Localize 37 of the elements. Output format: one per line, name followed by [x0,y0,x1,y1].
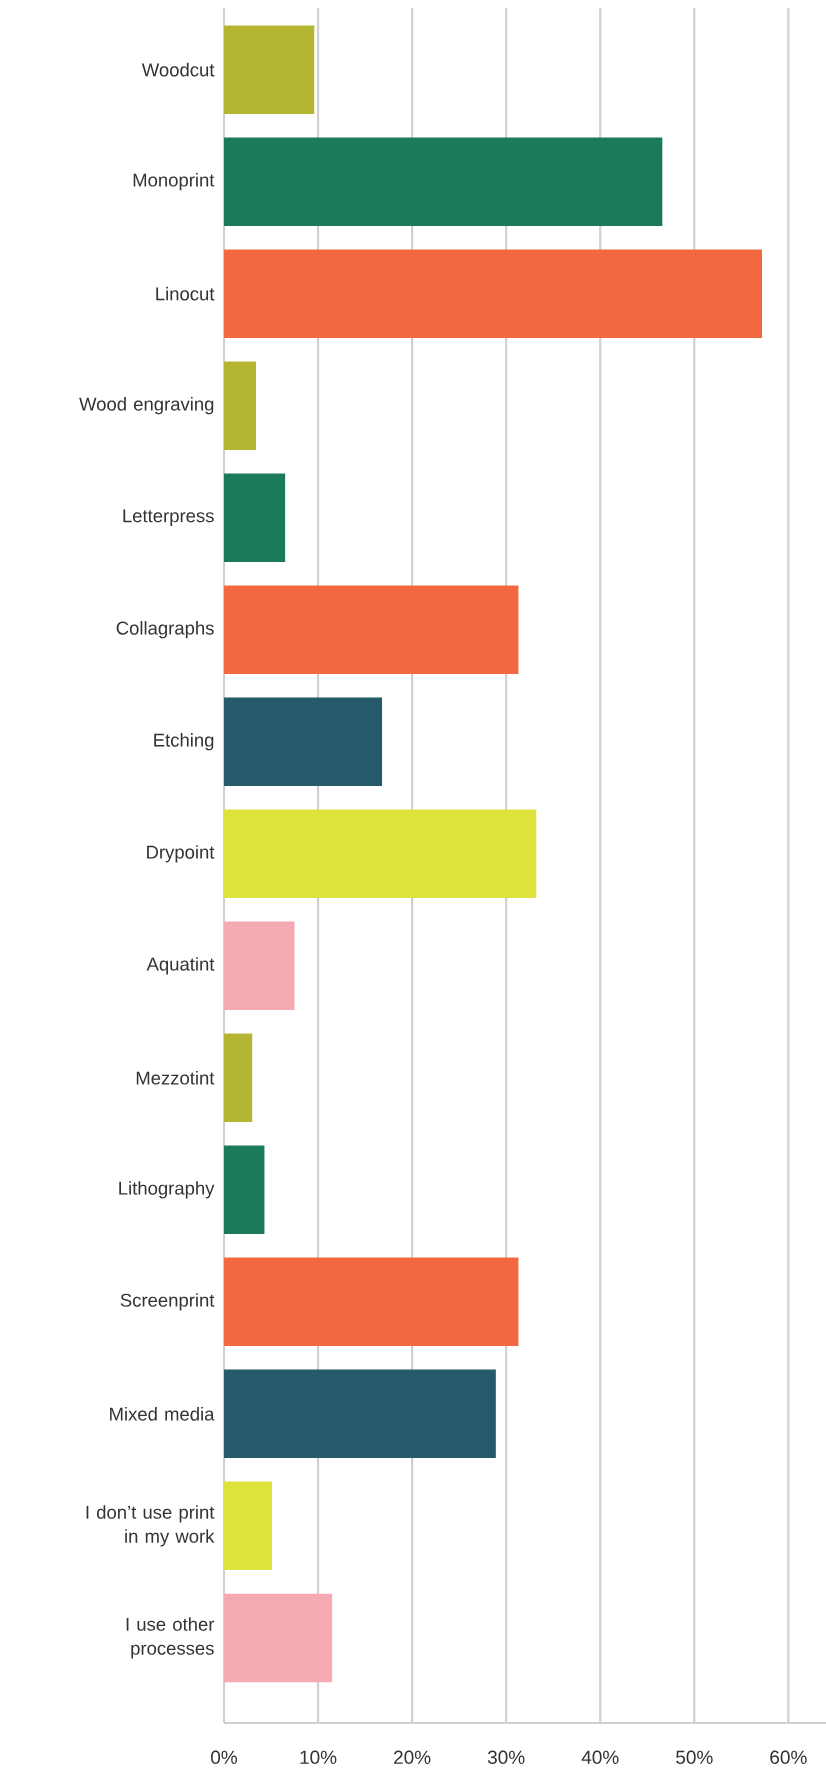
y-tick-label: Collagraphs [116,621,214,639]
bar [224,1257,519,1347]
y-tick-label: Etching [154,733,214,751]
x-tick-label: 20% [394,1750,431,1764]
y-tick-label: Drypoint [147,845,215,863]
y-tick-label: I don’t use print in my work [86,1505,215,1547]
bar [224,137,663,226]
y-tick-label: I use other processes [126,1617,215,1659]
y-tick-label: Linocut [156,286,215,301]
bar [224,809,537,898]
bar [224,361,256,450]
x-tick-label: 40% [581,1750,619,1764]
bar [224,473,286,562]
x-tick-label: 50% [676,1750,713,1764]
bar [224,1481,272,1571]
bar [224,585,519,674]
y-tick-label: Woodcut [141,62,215,77]
y-tick-label: Mixed media [110,1407,215,1421]
bar [224,1593,333,1683]
y-tick-label: Wood engraving [79,397,214,415]
bar [224,25,315,114]
bar [224,1369,496,1459]
x-tick-label: 30% [487,1750,525,1764]
x-tick-label: 10% [300,1750,337,1764]
y-tick-label: Mezzotint [136,1070,215,1085]
x-tick-label: 60% [770,1750,807,1764]
y-tick-label: Monoprint [133,173,215,191]
bar [224,249,763,338]
y-tick-label: Letterpress [123,509,214,526]
bar [224,697,383,786]
bar [224,1033,253,1123]
bar [224,1145,265,1235]
bar [224,921,295,1011]
y-tick-label: Aquatint [146,957,215,975]
y-tick-label: Lithography [119,1181,215,1199]
x-tick-label: 0% [211,1750,238,1764]
y-tick-label: Screenprint [120,1293,215,1311]
